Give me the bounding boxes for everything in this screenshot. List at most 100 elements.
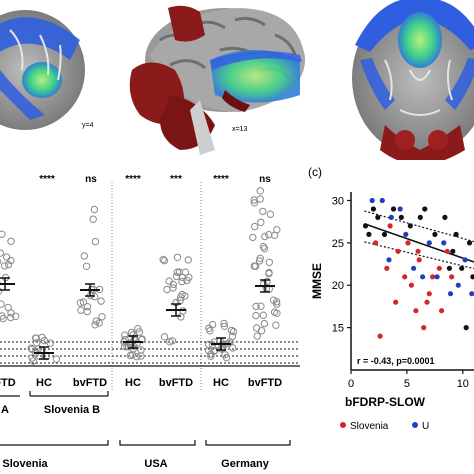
strip-dot (220, 322, 229, 331)
scatter-point (402, 274, 408, 280)
brain-slices: x=13 y=4 (0, 0, 474, 165)
strip-dot (168, 337, 177, 345)
strip-dot (120, 342, 129, 351)
significance-label: **** (125, 174, 141, 185)
scatter-point (369, 197, 375, 204)
strip-dot (178, 277, 186, 286)
scatter-point (387, 223, 393, 229)
strip-dot (273, 300, 281, 308)
strip-dot (79, 298, 88, 306)
scatter-point (407, 223, 413, 229)
legend-marker (412, 422, 418, 428)
scatter-point (405, 240, 411, 246)
strip-dot (132, 353, 141, 361)
country-label: Slovenia (2, 458, 48, 470)
scatter-point (470, 274, 474, 280)
cohort-label: Slovenia B (44, 404, 100, 416)
scatter-point (442, 214, 448, 220)
cohort-labels: A Slovenia B (1, 404, 100, 416)
strip-dot (98, 313, 106, 321)
scatter-plot: 15 20 25 30 0 5 10 MMSE bFDRP-SLOW r = -0.43, p=0… (310, 192, 474, 432)
strip-dot (177, 313, 185, 321)
strip-dot (28, 354, 36, 362)
strip-dot (77, 306, 85, 314)
strip-dot (82, 262, 91, 271)
strip-dot (173, 268, 182, 276)
cohort-label: A (1, 404, 9, 416)
strip-dot (208, 320, 217, 329)
scatter-point (386, 257, 392, 263)
strip-dot (251, 222, 259, 231)
scatter-point (417, 214, 423, 220)
brain-axial (352, 0, 474, 165)
strip-dot (181, 268, 190, 276)
strip-dot (206, 327, 214, 335)
strip-dot (265, 258, 273, 267)
strip-dot (27, 344, 35, 352)
strip-dot (251, 262, 260, 270)
strip-dot (257, 302, 265, 310)
strip-dot (272, 321, 280, 329)
strip-dot (263, 277, 271, 286)
strip-dot (259, 242, 268, 251)
strip-dot (250, 199, 259, 207)
significance-label: **** (213, 174, 229, 185)
scatter-point (446, 265, 452, 271)
x-axis-label: bFDRP-SLOW (345, 395, 426, 409)
strip-dot (229, 344, 237, 352)
strip-dot (0, 258, 2, 265)
correlation-annotation: r = -0.43, p=0.0001 (357, 356, 435, 366)
scatter-plot-panel: (c) 15 20 25 30 0 5 10 MMSE bFDRP-SLOW r = -0.43,… (308, 165, 474, 432)
strip-dot (220, 319, 228, 328)
scatter-point (453, 231, 459, 237)
significance-labels: **** ns **** *** **** ns (39, 174, 271, 185)
strip-dot (0, 249, 4, 257)
strip-dot (256, 187, 264, 195)
strip-means (0, 277, 275, 360)
country-bracket-germany (205, 440, 291, 446)
scatter-point (462, 257, 468, 263)
strip-dot (259, 311, 267, 319)
strip-dot (83, 307, 92, 316)
scatter-point (397, 206, 403, 212)
strip-dot (265, 269, 273, 278)
scatter-point (449, 274, 455, 280)
strip-dot (137, 346, 145, 354)
scatter-point (420, 274, 426, 280)
strip-dot (7, 237, 15, 246)
group-labels: FTD HC bvFTD HC bvFTD HC bvFTD (0, 377, 282, 389)
x-tick-label: 0 (348, 378, 354, 390)
country-label: USA (144, 458, 167, 470)
strip-dot (183, 276, 191, 285)
group-label: bvFTD (73, 377, 107, 389)
significance-label: ns (85, 174, 97, 185)
strip-dot (0, 262, 9, 270)
country-label: Germany (221, 458, 270, 470)
strip-dot (137, 352, 145, 360)
strip-dot (163, 285, 171, 294)
strip-dot (90, 205, 99, 214)
strip-dot (89, 215, 97, 223)
strip-dot (165, 277, 173, 285)
brain-sagittal (129, 5, 305, 155)
scatter-point (422, 206, 428, 212)
strip-dot (0, 287, 3, 295)
scatter-point (398, 214, 404, 220)
strip-dot (252, 324, 261, 332)
strip-dot (271, 231, 279, 240)
strip-dot (0, 314, 7, 323)
scatter-point (366, 231, 372, 237)
y-tick-label: 25 (332, 238, 344, 250)
strip-dot (270, 308, 279, 316)
scatter-point (384, 265, 390, 271)
scatter-point (469, 291, 474, 297)
strip-dot (228, 332, 237, 341)
scatter-point (450, 248, 456, 254)
strip-dot (172, 272, 181, 281)
group-label: HC (213, 377, 229, 389)
scatter-point (416, 257, 422, 263)
strip-dot (134, 325, 142, 333)
country-bracket-slovenia (0, 440, 109, 446)
strip-dot (252, 302, 260, 311)
strip-dot (91, 321, 99, 329)
